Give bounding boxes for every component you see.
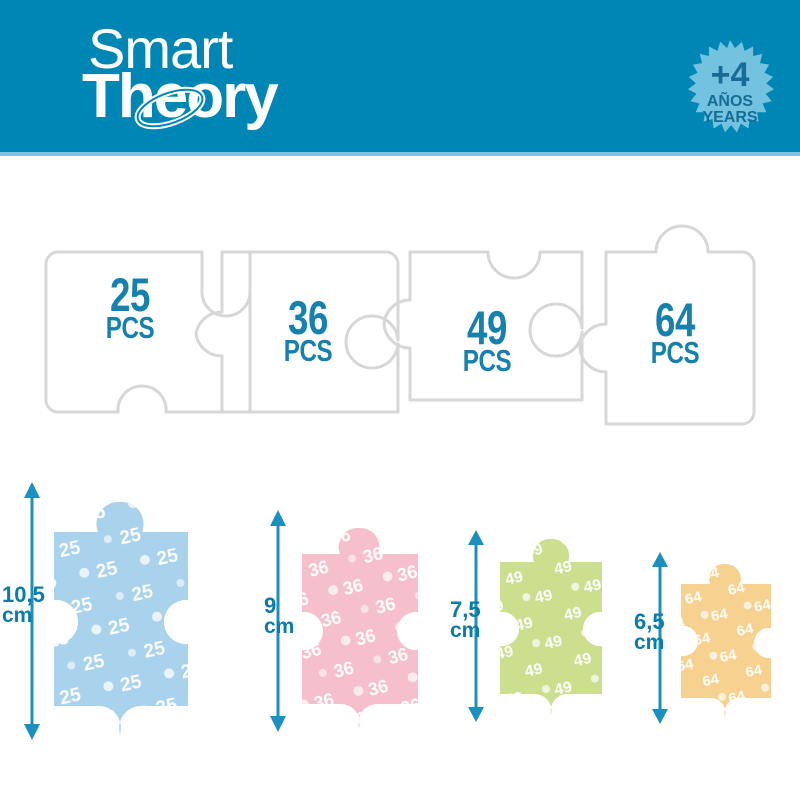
age-badge: +4 AÑOS YEARS bbox=[678, 38, 782, 142]
dimension-unit-36: cm bbox=[264, 614, 295, 638]
puzzle-pattern-64 bbox=[681, 563, 771, 717]
puzzle-outline-64 bbox=[578, 224, 756, 426]
dimension-arrow-64 bbox=[650, 552, 670, 724]
puzzle-pattern-25 bbox=[54, 501, 188, 734]
dimension-value-64: 6,5 bbox=[634, 609, 665, 634]
pcs-count-64: 64 bbox=[655, 293, 695, 346]
puzzle-pattern-49 bbox=[500, 538, 602, 715]
pcs-label-25: 25 PCS bbox=[87, 268, 173, 346]
size-item-49: 49 49 bbox=[490, 522, 624, 730]
dimension-unit-25: cm bbox=[2, 603, 33, 627]
ampersand-orbit-icon bbox=[134, 86, 206, 130]
brand-logo-smart: Smart bbox=[88, 20, 234, 80]
puzzle-outline-25 bbox=[44, 250, 252, 414]
age-badge-label-en: YEARS bbox=[702, 109, 757, 126]
size-item-64: 64 64 bbox=[672, 548, 790, 730]
pcs-label-49: 49 PCS bbox=[444, 301, 530, 379]
header-divider bbox=[0, 152, 800, 156]
starburst-icon bbox=[688, 40, 774, 133]
dimension-label-25: 10,5 cm bbox=[2, 582, 45, 627]
puzzle-pattern-36 bbox=[302, 527, 418, 728]
dimension-arrow-25 bbox=[22, 482, 42, 740]
dimension-value-49: 7,5 bbox=[450, 597, 481, 622]
size-item-25: 25 25 bbox=[40, 480, 215, 755]
brand-logo: Smart Theory bbox=[82, 20, 422, 130]
dimension-arrow-36 bbox=[268, 510, 288, 732]
dimension-arrow-49 bbox=[466, 530, 486, 722]
dimension-label-49: 7,5 cm bbox=[450, 597, 481, 642]
size-comparison-row: 25 25 10,5 cm bbox=[0, 460, 800, 800]
dimension-value-25: 10,5 bbox=[2, 582, 45, 607]
piece-count-strip bbox=[26, 196, 774, 444]
pcs-unit-25: PCS bbox=[105, 310, 155, 346]
dimension-unit-64: cm bbox=[634, 630, 665, 654]
pcs-count-25: 25 bbox=[110, 268, 150, 321]
age-badge-value: +4 bbox=[711, 56, 750, 94]
puzzle-outline-49 bbox=[382, 250, 584, 402]
pcs-count-36: 36 bbox=[288, 291, 328, 344]
pcs-label-36: 36 PCS bbox=[265, 291, 351, 369]
pcs-count-49: 49 bbox=[467, 301, 507, 354]
pcs-unit-64: PCS bbox=[650, 335, 700, 371]
pcs-label-64: 64 PCS bbox=[632, 293, 718, 371]
dimension-unit-49: cm bbox=[450, 618, 481, 642]
dimension-value-36: 9 bbox=[264, 593, 277, 618]
size-item-36: 36 36 bbox=[290, 508, 442, 746]
age-badge-label-es: AÑOS bbox=[707, 90, 754, 110]
puzzle-outline-36 bbox=[194, 250, 400, 414]
dimension-label-36: 9 cm bbox=[264, 593, 295, 638]
header-banner: Smart Theory +4 AÑOS YEARS bbox=[0, 0, 800, 152]
pcs-unit-49: PCS bbox=[462, 343, 512, 379]
pcs-unit-36: PCS bbox=[283, 333, 333, 369]
dimension-label-64: 6,5 cm bbox=[634, 609, 665, 654]
